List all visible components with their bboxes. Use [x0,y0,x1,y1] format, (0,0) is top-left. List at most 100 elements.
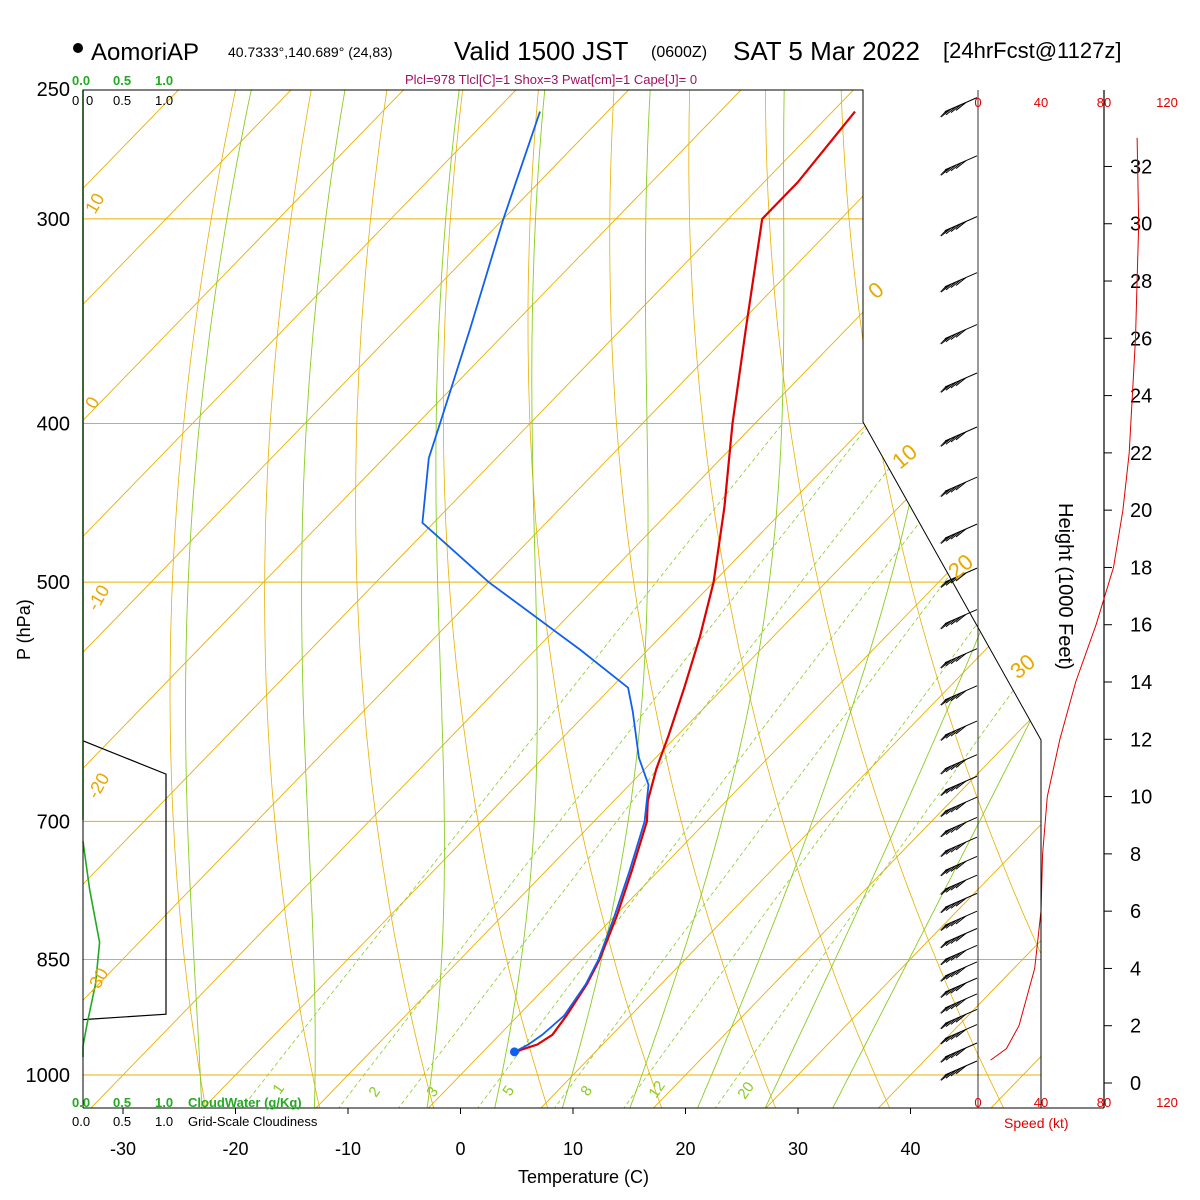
wind-barb-feather [940,886,952,895]
wind-barb-pennant [939,696,951,706]
wind-barb-feather [940,1072,952,1081]
wind-barb-feather [940,620,952,630]
wind-barb-feather [945,381,957,391]
wind-barb-pennant [939,108,951,118]
wind-barb-pennant [939,939,951,949]
wind-barb-feather [955,841,967,851]
wind-barb-feather [945,333,957,343]
mixing-ratio-line [713,423,1041,1108]
wind-barb-feather [955,613,967,623]
cloudiness-scale-bot-05: 0.5 [113,1114,131,1129]
isotherm-line [83,90,433,1108]
wind-barb-feather [945,164,957,174]
dry-adiabat-line [609,90,777,1108]
sounding-params: Plcl=978 Tlcl[C]=1 Shox=3 Pwat[cm]=1 Cap… [405,72,697,87]
wind-barb-feather [950,1031,962,1040]
wind-barb-feather [955,160,967,170]
wind-barb-pennant [939,488,951,498]
wind-barb-feather [940,108,952,118]
wind-barb [939,754,978,775]
wind-barb-pennant [939,956,951,966]
dry-adiabat-label: 20 [943,549,978,584]
cloudiness-scale-top-10: 1.0 [155,93,173,108]
wind-barb-feather [945,657,957,667]
mixing-ratio-line [553,423,1041,1108]
height-axis-label: Height (1000 Feet) [1054,503,1076,670]
wind-barb-feather [945,532,957,542]
wind-barb-feather [950,433,962,443]
wind-barb-feather [950,968,962,978]
wind-barb-feather [955,102,967,111]
wind-barb [939,836,978,858]
cloudiness-scale-bot-0: 0.0 [72,1114,90,1129]
wind-barb-pennant [939,438,951,448]
wind-barb-feather [940,1054,952,1063]
wind-barb-pennant [939,1072,951,1081]
speed-tick-label-top: 40 [1034,95,1048,110]
wind-barb-feather [940,283,952,293]
profile-group [82,90,856,1057]
wind-barb-feather [945,694,957,704]
wind-barb [939,426,978,448]
wind-barb [939,216,978,237]
dry-adiabat-line [169,90,243,1108]
height-tick-label: 26 [1130,328,1152,350]
cloudiness-scale-top-0: 0 [72,93,79,108]
wind-barb-feather [950,530,962,540]
wind-barb-feather [940,732,952,741]
wind-barb-feather [955,897,967,907]
wind-barb-feather [940,765,952,775]
height-tick-label: 16 [1130,615,1152,637]
height-tick-label: 28 [1130,271,1152,293]
isotherm-label: -30 [82,964,112,997]
height-tick-label: 20 [1130,500,1152,522]
wind-barb-feather [955,915,967,925]
wind-barb-feather [945,846,957,855]
wind-barb-feather [945,486,957,495]
wind-barb-feather [945,919,957,929]
wind-barb-feather [940,989,952,998]
wind-barb-feather [940,1035,952,1045]
temperature-line [514,110,856,1053]
wind-barb-feather [950,616,962,625]
wind-barb-pennant [939,659,951,669]
wind-barb [939,1008,978,1030]
wind-barb-feather [955,690,967,700]
wind-barb-feather [950,782,962,792]
dry-adiabat-label: 30 [1005,649,1040,684]
wind-barb-feather [940,1004,952,1014]
wind-barb-feather [945,883,957,893]
wind-barb [939,910,978,932]
wind-barb-feather [940,956,952,966]
wind-barb-feather [950,727,962,737]
wind-barb-feather [945,435,957,445]
wind-barb-feather [940,696,952,706]
wind-barb-pennant [939,867,951,877]
height-tick-label: 8 [1130,844,1141,866]
isotherm-line [83,90,771,1108]
valid-time: Valid 1500 JST [454,36,629,66]
height-tick-label: 18 [1130,557,1152,579]
wind-barb-pennant [939,1053,951,1063]
wind-barb-pennant [939,808,951,818]
wind-barb-feather [955,982,967,992]
wind-barb-feather [955,1013,967,1023]
isotherm-line [651,90,1041,1108]
wind-barb-feather [940,535,952,544]
height-tick-label: 6 [1130,901,1141,923]
wind-barb-feather [955,572,967,582]
temperature-tick-label: -30 [110,1139,136,1159]
moist-adiabat-line [493,90,549,1108]
wind-barb-feather [950,843,962,853]
mixing-ratio-line [622,423,1041,1108]
wind-barb-feather [955,377,967,387]
mixing-ratio-line [240,423,784,1108]
wind-barb-feather [955,860,967,870]
mixing-ratio-line [476,423,996,1108]
wind-barb-feather [955,780,967,790]
height-tick-label: 24 [1130,386,1152,408]
wind-barb-pennant [939,787,951,797]
wind-barb-feather [950,952,962,961]
height-tick-label: 10 [1130,787,1152,809]
wind-barb-feather [955,653,967,662]
